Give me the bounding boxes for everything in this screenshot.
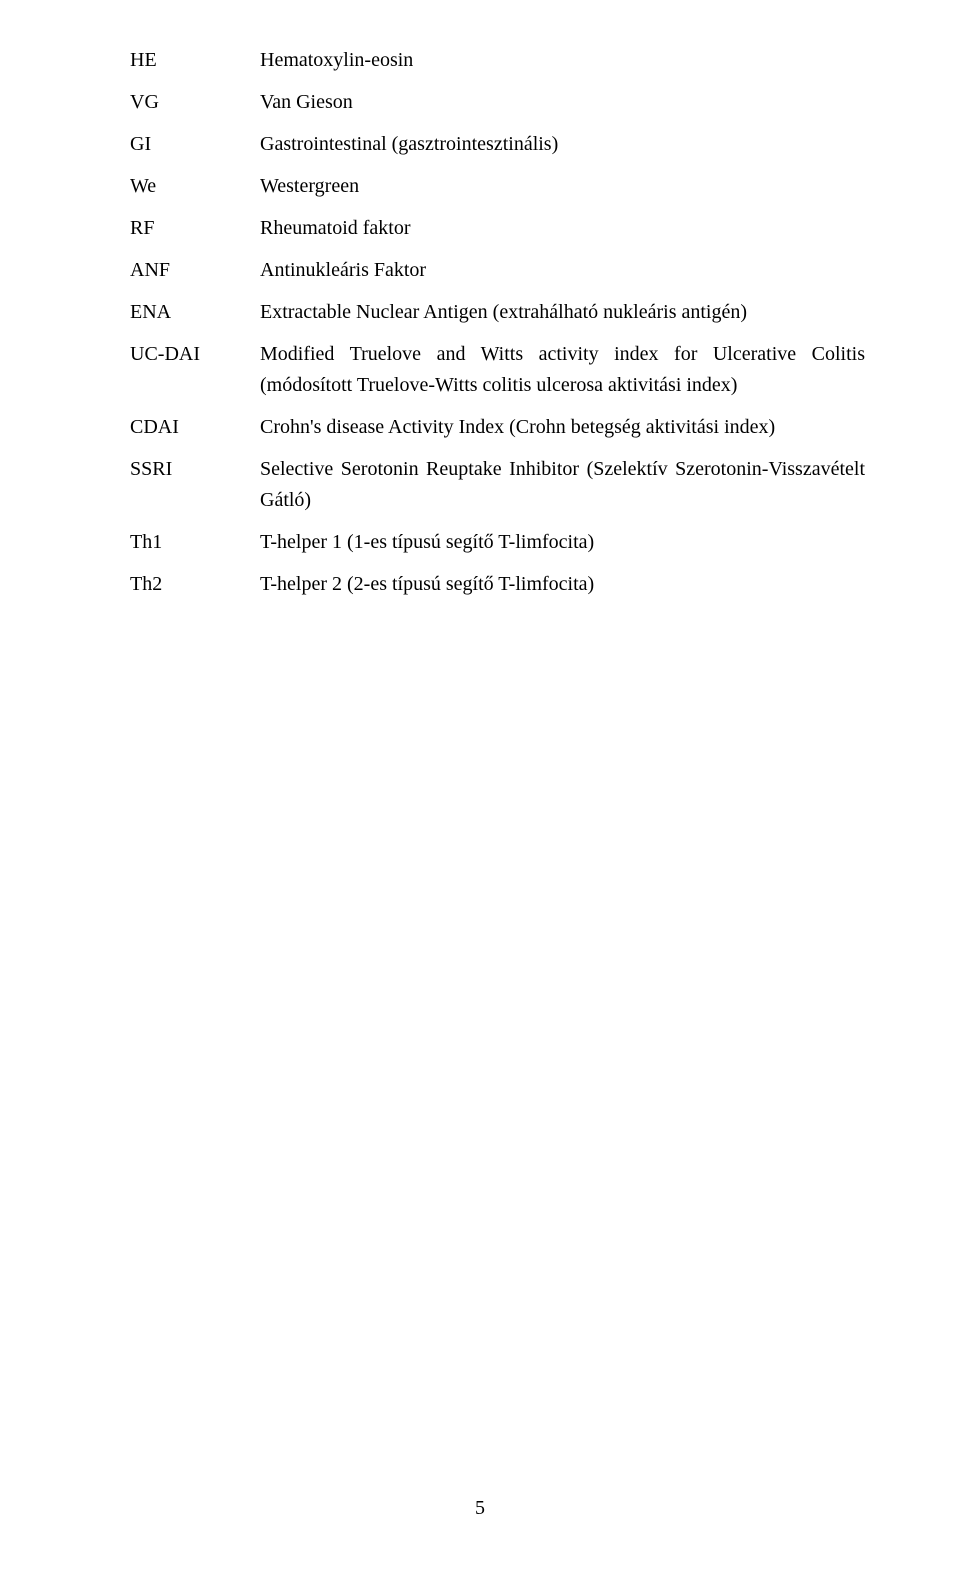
definition: Antinukleáris Faktor	[260, 255, 865, 286]
entry-row: VG Van Gieson	[130, 87, 865, 118]
entry-row: RF Rheumatoid faktor	[130, 213, 865, 244]
abbreviation: CDAI	[130, 412, 260, 443]
abbreviation: UC-DAI	[130, 339, 260, 401]
abbreviation: SSRI	[130, 454, 260, 516]
entry-row: We Westergreen	[130, 171, 865, 202]
abbreviation: ENA	[130, 297, 260, 328]
definition: Extractable Nuclear Antigen (extrahálhat…	[260, 297, 865, 328]
abbreviation: RF	[130, 213, 260, 244]
entry-row: ENA Extractable Nuclear Antigen (extrahá…	[130, 297, 865, 328]
entry-row: Th1 T-helper 1 (1-es típusú segítő T-lim…	[130, 527, 865, 558]
definition: Van Gieson	[260, 87, 865, 118]
definition: Modified Truelove and Witts activity ind…	[260, 339, 865, 401]
abbreviation: Th1	[130, 527, 260, 558]
definition: Hematoxylin-eosin	[260, 45, 865, 76]
abbreviation: ANF	[130, 255, 260, 286]
abbreviation: We	[130, 171, 260, 202]
entry-row: Th2 T-helper 2 (2-es típusú segítő T-lim…	[130, 569, 865, 600]
definition: T-helper 2 (2-es típusú segítő T-limfoci…	[260, 569, 865, 600]
entry-row: CDAI Crohn's disease Activity Index (Cro…	[130, 412, 865, 443]
entry-row: HE Hematoxylin-eosin	[130, 45, 865, 76]
entry-row: SSRI Selective Serotonin Reuptake Inhibi…	[130, 454, 865, 516]
definition: Selective Serotonin Reuptake Inhibitor (…	[260, 454, 865, 516]
definition: Gastrointestinal (gasztrointesztinális)	[260, 129, 865, 160]
entry-row: ANF Antinukleáris Faktor	[130, 255, 865, 286]
abbreviation: GI	[130, 129, 260, 160]
definition: Westergreen	[260, 171, 865, 202]
definition: Rheumatoid faktor	[260, 213, 865, 244]
definition: Crohn's disease Activity Index (Crohn be…	[260, 412, 865, 443]
entry-row: GI Gastrointestinal (gasztrointesztináli…	[130, 129, 865, 160]
entry-row: UC-DAI Modified Truelove and Witts activ…	[130, 339, 865, 401]
abbreviation: VG	[130, 87, 260, 118]
abbreviation: Th2	[130, 569, 260, 600]
definition: T-helper 1 (1-es típusú segítő T-limfoci…	[260, 527, 865, 558]
abbreviations-list: HE Hematoxylin-eosin VG Van Gieson GI Ga…	[130, 45, 865, 600]
abbreviation: HE	[130, 45, 260, 76]
page-number: 5	[475, 1497, 485, 1520]
